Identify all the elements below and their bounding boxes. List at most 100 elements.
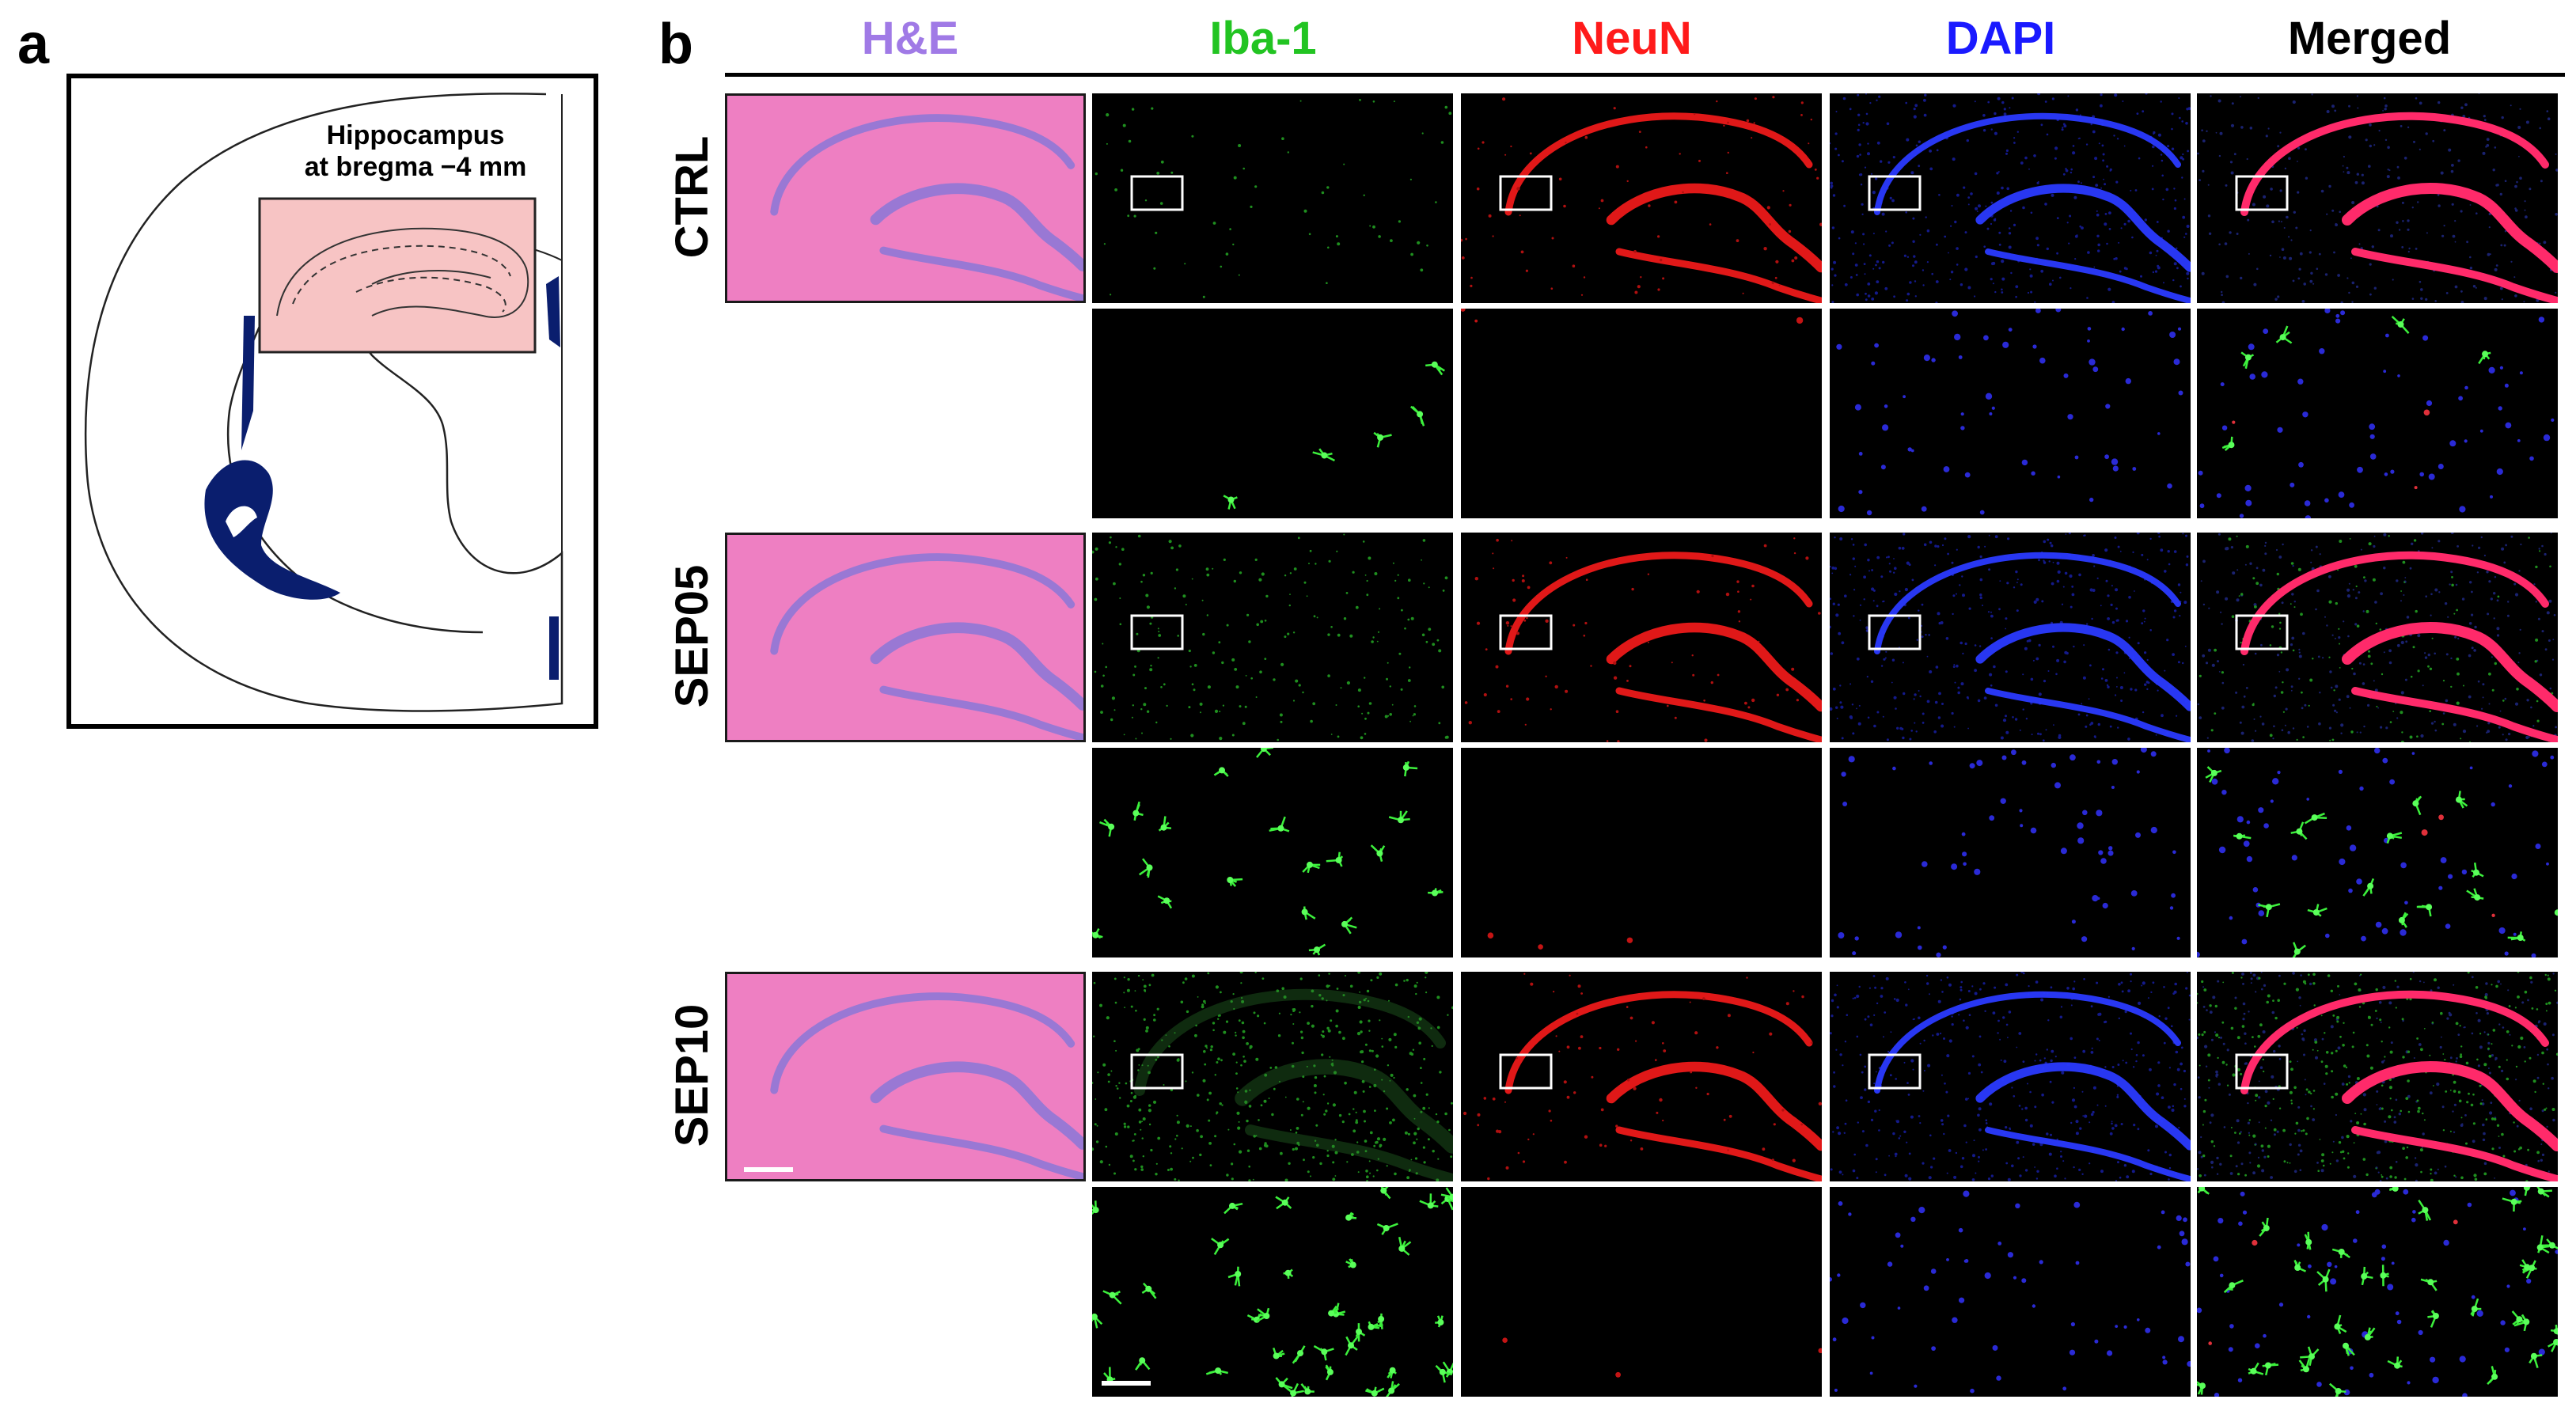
sep10-neun-overview-tile: [1461, 972, 1822, 1181]
cell-signal: [2529, 1056, 2532, 1060]
cell-signal: [1113, 977, 1117, 980]
cell-signal: [2401, 1018, 2404, 1021]
cell-signal: [2484, 993, 2488, 996]
cell-signal: [2346, 1083, 2349, 1086]
cell-signal: [2001, 755, 2007, 760]
zoom-region-box: [2235, 1053, 2289, 1090]
cell-signal: [1126, 988, 1130, 992]
cell-signal: [2493, 617, 2495, 620]
cell-signal: [2096, 810, 2103, 817]
cell-signal: [2488, 1054, 2492, 1058]
cell-signal: [2437, 1168, 2439, 1170]
cell-signal: [1155, 231, 1158, 234]
cell-signal: [2328, 656, 2331, 658]
ctrl-he-overview-tile-image: [727, 96, 1083, 301]
cell-signal: [2157, 432, 2161, 435]
cell-signal: [2109, 1132, 2113, 1136]
cell-signal: [2529, 976, 2532, 980]
cell-signal: [2495, 984, 2498, 988]
cell-signal: [1648, 204, 1651, 207]
cell-signal: [1840, 705, 1844, 709]
cell-signal: [2092, 895, 2099, 902]
cell-signal: [1736, 580, 1739, 583]
cell-signal: [2184, 645, 2187, 647]
sep05-he-overview-tile: [725, 533, 1086, 742]
cell-signal: [2206, 737, 2209, 739]
cell-signal: [1524, 723, 1527, 726]
cell-signal: [2241, 973, 2244, 976]
cell-signal: [1135, 1009, 1137, 1012]
cell-signal: [1930, 1166, 1933, 1169]
cell-signal: [1208, 1119, 1211, 1122]
cell-signal: [1952, 104, 1956, 108]
cell-signal: [1435, 201, 1437, 203]
cell-signal: [2293, 606, 2296, 609]
cell-signal: [2359, 731, 2362, 734]
cell-signal: [2381, 1257, 2385, 1261]
cell-signal: [1874, 343, 1879, 348]
cell-signal: [2297, 1060, 2299, 1063]
microglia-cell: [1385, 1381, 1400, 1397]
cell-signal: [2382, 757, 2388, 764]
cell-signal: [2111, 1122, 2113, 1125]
cell-signal: [1863, 575, 1866, 579]
cell-signal: [1974, 295, 1976, 298]
cell-signal: [2111, 786, 2115, 789]
cell-signal: [1470, 284, 1473, 287]
cell-signal: [1577, 984, 1581, 988]
microglia-cell: [2275, 325, 2293, 344]
cell-signal: [2197, 1168, 2199, 1170]
cell-signal: [2240, 276, 2243, 280]
cell-signal: [1141, 1137, 1144, 1139]
cell-signal: [2248, 252, 2250, 255]
cell-signal: [2103, 178, 2104, 180]
cell-signal: [1945, 637, 1949, 640]
cell-signal: [1264, 1073, 1268, 1077]
cell-signal: [2217, 1218, 2224, 1224]
cell-signal: [2290, 239, 2293, 241]
cell-signal: [1891, 681, 1893, 684]
cell-signal: [2503, 244, 2506, 247]
sep05-neun-overview-tile-image: [1464, 537, 1822, 742]
cell-signal: [2210, 1113, 2214, 1117]
cell-signal: [1148, 1109, 1151, 1113]
cell-signal: [2000, 1059, 2002, 1061]
cell-signal: [2179, 116, 2181, 119]
cell-signal: [1212, 1029, 1215, 1032]
cell-signal: [2354, 982, 2358, 986]
cell-signal: [2377, 1171, 2380, 1174]
cell-signal: [2152, 271, 2155, 274]
cell-signal: [1505, 684, 1509, 688]
cell-signal: [2379, 628, 2382, 631]
cell-signal: [1913, 115, 1917, 119]
cell-signal: [2331, 1095, 2334, 1099]
cell-signal: [2152, 981, 2155, 984]
cell-signal: [2256, 1164, 2261, 1168]
cell-signal: [2314, 1041, 2318, 1044]
cell-signal: [1302, 1101, 1304, 1103]
cell-signal: [2431, 637, 2434, 639]
cell-signal: [1923, 113, 1927, 117]
cell-signal: [2024, 1169, 2028, 1172]
cell-signal: [1338, 1113, 1342, 1117]
cell-signal: [2381, 1244, 2387, 1249]
cell-signal: [2248, 343, 2255, 351]
cell-signal: [2387, 169, 2389, 171]
cell-signal: [1880, 160, 1883, 163]
cell-signal: [1410, 1158, 1413, 1161]
cell-signal: [2214, 1393, 2220, 1397]
hippocampal-layer: [879, 1124, 1083, 1179]
cell-signal: [2353, 1174, 2357, 1178]
cell-signal: [2488, 1071, 2491, 1075]
microglia-cell: [1428, 888, 1444, 897]
cell-signal: [2278, 556, 2282, 559]
cell-signal: [1744, 701, 1747, 705]
cell-signal: [2490, 495, 2493, 499]
cell-signal: [1918, 1016, 1921, 1020]
cell-signal: [1277, 1034, 1281, 1037]
cell-signal: [1420, 1110, 1423, 1113]
cell-signal: [2496, 634, 2500, 637]
cell-signal: [1159, 202, 1163, 205]
cell-signal: [1941, 724, 1944, 728]
cell-signal: [2361, 173, 2364, 176]
